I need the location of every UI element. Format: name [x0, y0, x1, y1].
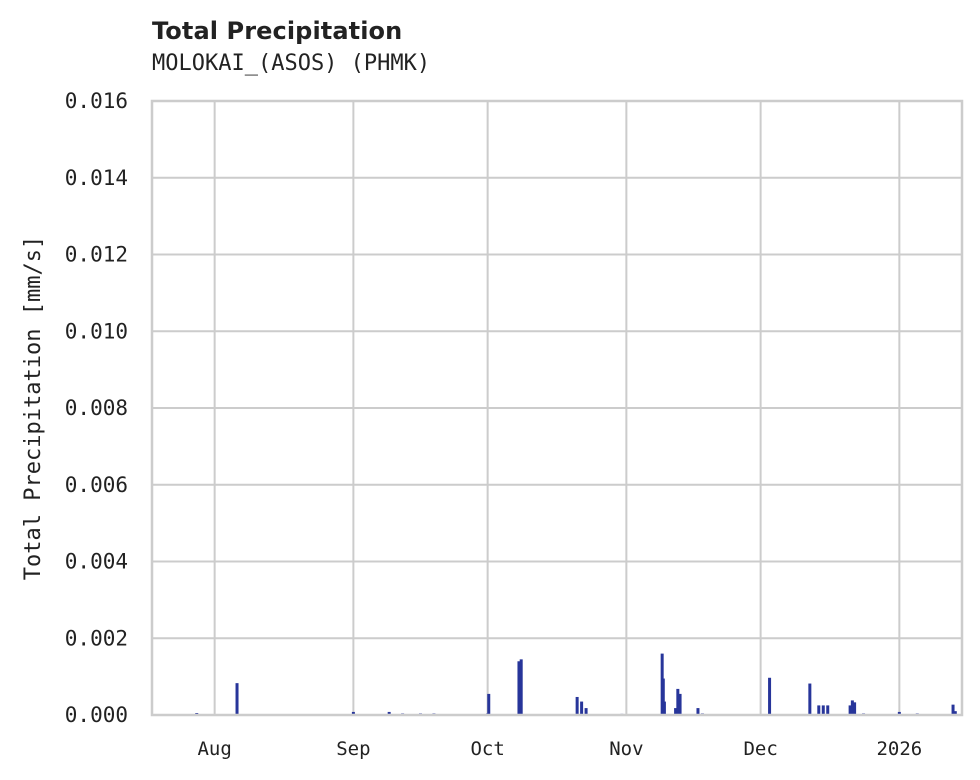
x-tick-label: Sep — [336, 738, 370, 760]
precip-bar — [953, 711, 957, 715]
precip-bar — [768, 677, 772, 715]
y-axis-label: Total Precipitation [mm/s] — [21, 236, 46, 580]
x-tick-label: Aug — [197, 738, 231, 760]
precip-bar — [580, 701, 584, 715]
x-tick-label: Dec — [743, 738, 777, 760]
x-tick-label: Oct — [470, 738, 504, 760]
grid-lines — [152, 100, 962, 716]
y-tick-label: 0.004 — [65, 550, 128, 574]
data-bars — [195, 653, 957, 716]
x-axis-ticks: Aug Sep Oct Nov Dec 2026 — [197, 738, 922, 760]
precip-bar — [848, 705, 852, 715]
x-tick-label: 2026 — [876, 738, 922, 760]
precip-bar — [808, 683, 812, 715]
precip-bar — [487, 693, 491, 715]
precip-bar — [821, 705, 825, 715]
precip-bar — [661, 678, 665, 715]
precip-bar — [387, 711, 391, 715]
chart-subtitle: MOLOKAI_(ASOS) (PHMK) — [152, 51, 431, 76]
precip-bar — [951, 704, 955, 715]
y-tick-label: 0.006 — [65, 473, 128, 497]
precip-bar — [678, 693, 682, 715]
precip-bar — [519, 659, 523, 715]
y-axis-ticks: 0.000 0.002 0.004 0.006 0.008 0.010 0.012 0.014… — [65, 89, 128, 727]
chart-title: Total Precipitation — [152, 17, 403, 45]
precip-bar — [817, 705, 821, 715]
precip-bar — [850, 700, 854, 715]
y-tick-label: 0.008 — [65, 396, 128, 420]
plot-frame — [150, 99, 964, 717]
y-tick-label: 0.010 — [65, 319, 128, 343]
precip-bar — [584, 708, 588, 715]
precip-bar — [674, 708, 678, 715]
precip-bar — [826, 705, 830, 715]
precip-bar — [853, 702, 857, 715]
y-tick-label: 0.000 — [65, 703, 128, 727]
precip-bar — [235, 683, 239, 715]
y-tick-label: 0.002 — [65, 626, 128, 650]
precip-bar — [897, 711, 901, 715]
x-tick-label: Nov — [609, 738, 643, 760]
precip-bar — [351, 711, 355, 715]
y-tick-label: 0.012 — [65, 243, 128, 267]
precip-bar — [575, 696, 579, 715]
precip-bar — [662, 701, 666, 715]
precip-bar — [676, 688, 680, 715]
y-tick-label: 0.014 — [65, 166, 128, 190]
y-tick-label: 0.016 — [65, 89, 128, 113]
precip-bar — [517, 661, 521, 715]
precip-bar — [696, 708, 700, 715]
